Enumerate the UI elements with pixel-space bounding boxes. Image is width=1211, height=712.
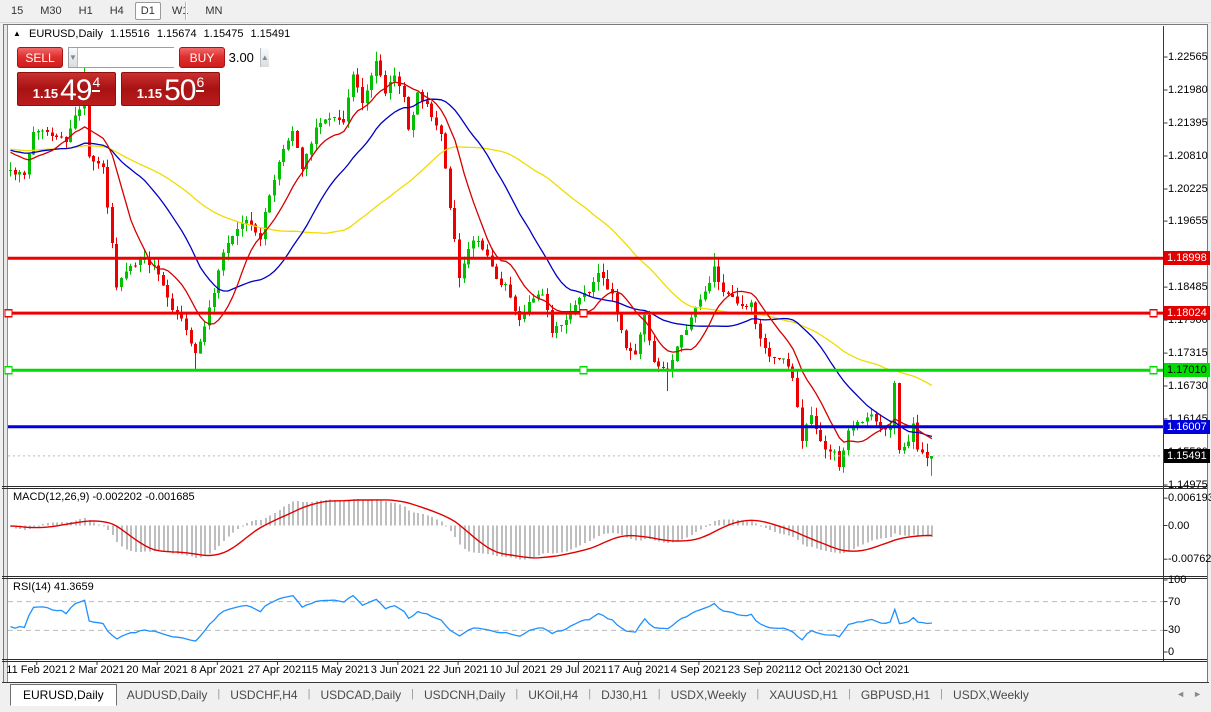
price-line-badge: 1.17010 [1164,363,1210,378]
ohlc-close: 1.15491 [250,28,291,40]
chart-tab-usdx-weekly[interactable]: USDX,Weekly [670,688,747,702]
macd-label: MACD(12,26,9) -0.002202 -0.001685 [13,491,195,503]
ask-prefix: 1.15 [136,86,163,101]
date-tick-label: 30 Oct 2021 [849,664,910,676]
tab-divider: | [588,688,592,700]
window-left-border [4,25,8,682]
chart-tab-usdcnh-daily[interactable]: USDCNH,Daily [423,688,506,702]
price-tick-label: 1.21395 [1168,116,1208,129]
volume-spinner: ▼ ▲ [68,47,269,68]
date-tick-label: 22 Jun 2021 [427,664,489,676]
date-tick-label: 15 May 2021 [305,664,370,676]
timeframe-button-M30[interactable]: M30 [40,5,62,17]
date-tick-label: 20 Mar 2021 [126,664,189,676]
price-tick-label: 1.14975 [1168,479,1208,491]
bid-prefix: 1.15 [32,86,59,101]
chart-collapse-icon[interactable]: ▲ [13,29,21,38]
toolbar-separator [185,2,187,20]
chart-tab-dj30-h1[interactable]: DJ30,H1 [601,688,648,702]
date-tick-label: 27 Apr 2021 [247,664,308,676]
chart-tab-gbpusd-h1[interactable]: GBPUSD,H1 [860,688,931,702]
price-tick-label: 1.20225 [1168,182,1208,195]
ask-price-display: 1.15 50 6 [121,72,220,106]
timeframe-button-H4[interactable]: H4 [109,5,124,17]
price-tick-label: 1.22565 [1168,51,1208,63]
date-tick-label: 29 Jul 2021 [550,664,607,676]
rsi-tick-label: 70 [1168,595,1181,608]
timeframe-button-MN[interactable]: MN [205,5,223,17]
price-tick-label: 1.16730 [1168,380,1208,393]
date-tick-label: 2 Mar 2021 [69,664,125,676]
date-tick-label: 8 Apr 2021 [190,664,244,676]
price-tick-label: 1.20810 [1168,149,1208,162]
timeframe-button-D1[interactable]: D1 [134,2,161,20]
rsi-tick-label: 100 [1168,574,1187,586]
chart-tab-usdchf-h4[interactable]: USDCHF,H4 [230,688,298,702]
tab-scroll-right-icon[interactable]: ► [1193,689,1202,699]
volume-increase-icon[interactable]: ▲ [259,48,269,67]
tab-divider: | [657,688,661,700]
date-tick-label: 4 Sep 2021 [670,664,727,676]
date-tick-label: 17 Aug 2021 [607,664,670,676]
date-tick-label: 11 Feb 2021 [6,664,68,676]
tab-divider: | [515,688,519,700]
price-line-badge: 1.15491 [1164,448,1210,463]
tab-divider: | [411,688,414,700]
timeframe-button-W1[interactable]: W1 [171,5,189,17]
timeframe-button-H1[interactable]: H1 [78,5,93,17]
tab-divider: | [847,688,851,700]
price-line-badge: 1.18998 [1164,251,1210,266]
one-click-trading-panel: SELL ▼ ▲ BUY 1.15 49 4 1.15 50 6 [17,47,269,106]
bid-pip-digit: 4 [92,74,101,92]
buy-button[interactable]: BUY [179,47,225,68]
chart-tab-bar: ◄ ► EURUSD,Daily AUDUSD,Daily | USDCHF,H4 | U… [2,682,1209,711]
price-line-badge: 1.18024 [1164,306,1210,321]
chart-header: ▲ EURUSD,Daily 1.15516 1.15674 1.15475 1… [13,28,294,40]
macd-tick-label: 0.006193 [1168,492,1211,505]
chart-tab-audusd-daily[interactable]: AUDUSD,Daily [126,688,208,702]
date-tick-label: 12 Oct 2021 [789,664,850,676]
price-line-badge: 1.16007 [1164,419,1210,434]
price-tick-label: 1.21980 [1168,84,1208,96]
chart-symbol-label: EURUSD,Daily [28,28,103,40]
chart-tab-usdcad-daily[interactable]: USDCAD,Daily [320,688,402,702]
macd-tick-label: 0.00 [1168,519,1190,532]
timeframe-toolbar: 15 M30 H1 H4 D1 W1 MN [0,0,1211,23]
tab-divider: | [940,688,944,700]
ask-big-digits: 50 [164,74,196,107]
price-tick-label: 1.17315 [1168,347,1208,360]
tab-divider: | [217,688,221,700]
volume-decrease-icon[interactable]: ▼ [69,48,78,67]
tab-scroll-left-icon[interactable]: ◄ [1176,689,1185,699]
macd-tick-label: -0.00762 [1168,553,1211,566]
chart-tab-eurusd-daily[interactable]: EURUSD,Daily [10,684,117,706]
ohlc-high: 1.15674 [156,28,197,40]
date-tick-label: 10 Jul 2021 [489,664,547,676]
bid-price-display: 1.15 49 4 [17,72,116,106]
ohlc-low: 1.15475 [203,28,244,40]
chart-tab-xauusd-h1[interactable]: XAUUSD,H1 [769,688,838,702]
ask-pip-digit: 6 [196,74,205,92]
price-tick-label: 1.19655 [1168,215,1208,228]
rsi-label: RSI(14) 41.3659 [13,581,94,593]
price-tick-label: 1.18485 [1168,281,1208,294]
volume-input[interactable] [77,48,260,67]
tab-divider: | [756,688,760,700]
bid-big-digits: 49 [60,74,92,107]
date-tick-label: 23 Sep 2021 [727,664,791,676]
chart-tab-ukoil-h4[interactable]: UKOil,H4 [528,688,579,702]
rsi-tick-label: 30 [1168,624,1181,637]
sell-button[interactable]: SELL [17,47,63,68]
timeframe-button-15[interactable]: 15 [11,5,24,17]
date-tick-label: 3 Jun 2021 [370,664,426,676]
chart-window [3,24,1208,683]
chart-tab-usdx-weekly[interactable]: USDX,Weekly [953,688,1029,702]
rsi-tick-label: 0 [1168,646,1175,658]
tab-divider: | [307,688,311,700]
ohlc-open: 1.15516 [110,28,150,40]
